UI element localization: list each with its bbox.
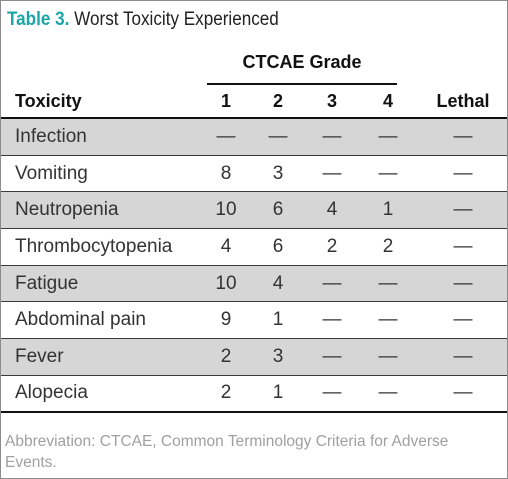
- grade-1-count: 2: [220, 345, 232, 367]
- grade-3-count: —: [322, 382, 342, 404]
- grade-4-count: —: [378, 162, 398, 184]
- grade-4-count: —: [378, 309, 398, 331]
- grade-4-count: 1: [382, 199, 394, 221]
- toxicity-name: Abdominal pain: [15, 309, 146, 331]
- grade-1-count: 8: [220, 162, 232, 184]
- grade-3-count: —: [322, 309, 342, 331]
- toxicity-name: Infection: [15, 125, 87, 147]
- table-caption: Table 3. Worst Toxicity Experienced: [7, 7, 279, 33]
- grade-3-count: —: [322, 272, 342, 294]
- grade-4-count: —: [378, 125, 398, 147]
- column-header-lethal: Lethal: [436, 90, 490, 111]
- grade-2-count: 4: [272, 272, 284, 294]
- grade-1-count: 2: [220, 382, 232, 404]
- toxicity-name: Alopecia: [15, 382, 88, 404]
- grade-3-count: 4: [326, 199, 338, 221]
- column-header-grade-3: 3: [326, 90, 337, 111]
- grade-3-count: —: [322, 125, 342, 147]
- lethal-count: —: [453, 309, 473, 331]
- lethal-count: —: [453, 382, 473, 404]
- grade-2-count: 1: [272, 382, 284, 404]
- table-row: Infection — — — — —: [1, 119, 507, 156]
- grade-1-count: 10: [215, 199, 237, 221]
- table-row: Abdominal pain 9 1 — — —: [1, 302, 507, 340]
- table-footnote: Abbreviation: CTCAE, Common Terminology …: [5, 433, 449, 471]
- grade-1-count: 4: [220, 235, 232, 257]
- lethal-count: —: [453, 199, 473, 221]
- grade-3-count: —: [322, 345, 342, 367]
- toxicity-name: Fatigue: [15, 272, 79, 294]
- lethal-count: —: [453, 235, 473, 257]
- column-header-row: Toxicity 1 2 3 4 Lethal: [1, 85, 507, 119]
- lethal-count: —: [453, 272, 473, 294]
- table-body: Infection — — — — — Vomiting 8 3 — — — N…: [1, 119, 507, 413]
- table-row: Thrombocytopenia 4 6 2 2 —: [1, 229, 507, 266]
- column-header-grade-1: 1: [220, 90, 231, 111]
- table-label: Table 3.: [7, 9, 70, 30]
- toxicity-name: Neutropenia: [15, 199, 119, 221]
- grade-2-count: —: [268, 125, 288, 147]
- toxicity-name: Fever: [15, 345, 64, 367]
- column-header-grade-4: 4: [382, 90, 393, 111]
- grade-2-count: 3: [272, 162, 284, 184]
- column-header-toxicity: Toxicity: [15, 90, 82, 111]
- column-header-grade-2: 2: [272, 90, 283, 111]
- table-row: Alopecia 2 1 — — —: [1, 376, 507, 413]
- grade-2-count: 3: [272, 345, 284, 367]
- table-row: Fatigue 10 4 — — —: [1, 265, 507, 303]
- grade-4-count: 2: [382, 235, 394, 257]
- table-row: Neutropenia 10 6 4 1 —: [1, 192, 507, 230]
- table-title: Worst Toxicity Experienced: [74, 9, 279, 30]
- grade-1-count: 9: [220, 309, 232, 331]
- grade-2-count: 6: [272, 235, 284, 257]
- grade-4-count: —: [378, 272, 398, 294]
- lethal-count: —: [453, 345, 473, 367]
- table-row: Vomiting 8 3 — — —: [1, 156, 507, 193]
- grade-3-count: —: [322, 162, 342, 184]
- table-row: Fever 2 3 — — —: [1, 339, 507, 376]
- grade-1-count: 10: [215, 272, 237, 294]
- toxicity-name: Thrombocytopenia: [15, 235, 173, 257]
- grade-2-count: 6: [272, 199, 284, 221]
- grade-2-count: 1: [272, 309, 284, 331]
- grade-1-count: —: [216, 125, 236, 147]
- grade-3-count: 2: [326, 235, 338, 257]
- toxicity-name: Vomiting: [15, 162, 88, 184]
- grade-4-count: —: [378, 382, 398, 404]
- grade-4-count: —: [378, 345, 398, 367]
- lethal-count: —: [453, 125, 473, 147]
- lethal-count: —: [453, 162, 473, 184]
- grade-group-header: CTCAE Grade: [207, 47, 397, 85]
